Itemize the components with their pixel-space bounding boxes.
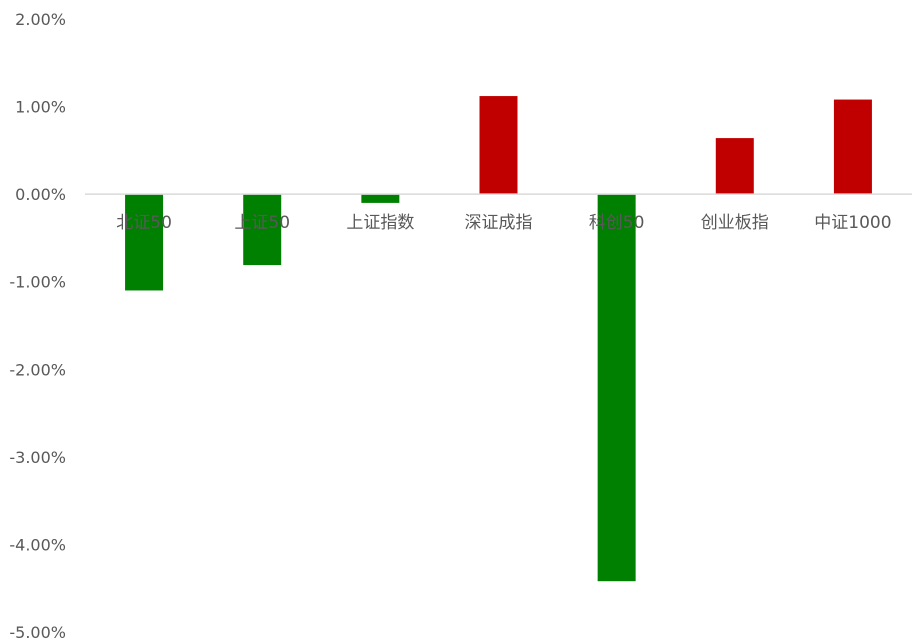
x-category-label: 科创50 — [589, 213, 645, 233]
x-category-label: 中证1000 — [814, 213, 891, 233]
y-tick-label: 2.00% — [15, 10, 66, 29]
x-category-label: 上证指数 — [346, 213, 414, 233]
x-category-label: 深证成指 — [465, 213, 533, 233]
y-tick-label: -5.00% — [9, 623, 66, 638]
y-tick-label: -3.00% — [9, 448, 66, 467]
x-axis-labels: 北证50 上证50 上证指数 深证成指 科创50 创业板指 中证1000 — [116, 213, 891, 233]
bar — [125, 194, 164, 291]
y-tick-label: 0.00% — [15, 185, 66, 204]
y-tick-label: -4.00% — [9, 535, 66, 554]
x-category-label: 北证50 — [116, 213, 172, 233]
y-tick-label: -1.00% — [9, 273, 66, 292]
bar — [833, 99, 872, 195]
bar — [361, 194, 400, 203]
bar — [243, 194, 282, 266]
x-category-label: 上证50 — [234, 213, 290, 233]
y-tick-label: 1.00% — [15, 98, 66, 117]
y-tick-label: -2.00% — [9, 360, 66, 379]
bar — [597, 194, 636, 582]
bars — [125, 96, 872, 582]
x-category-label: 创业板指 — [701, 213, 769, 233]
bar — [479, 96, 518, 195]
y-axis-ticks: 2.00% 1.00% 0.00% -1.00% -2.00% -3.00% -4.00% -… — [9, 10, 66, 638]
bar — [715, 138, 754, 195]
